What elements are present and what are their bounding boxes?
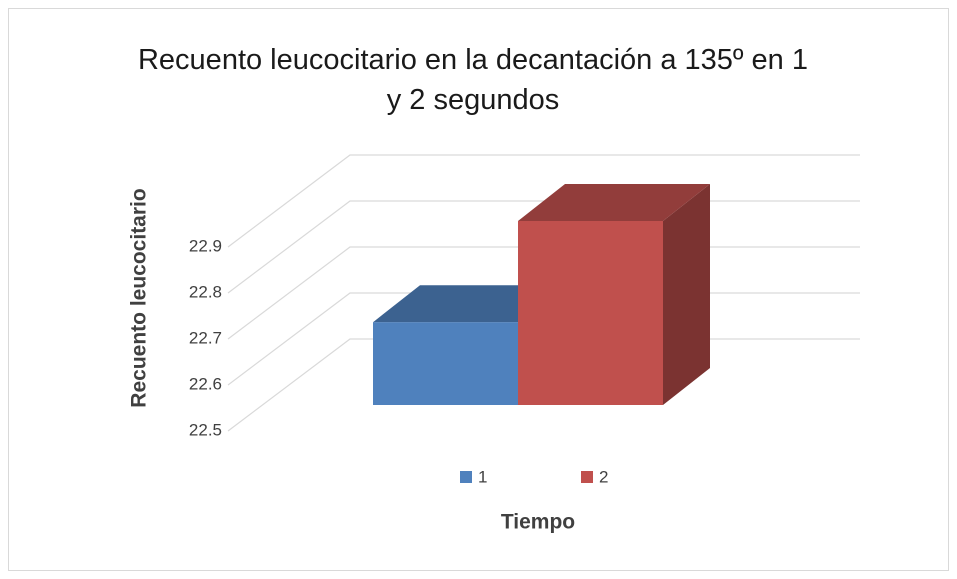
y-tick-label: 22.7 [189,328,222,347]
bar-top [373,285,565,323]
grid-line [227,154,860,248]
y-tick-label: 22.6 [189,374,222,393]
bar [373,322,518,405]
bar-top [518,184,710,221]
chart-title: Recuento leucocitario en la decantación … [137,44,808,116]
x-axis-title: Tiempo [501,511,575,534]
legend-label: 2 [599,467,608,486]
y-tick-label: 22.9 [189,236,222,255]
legend-label: 1 [478,467,487,486]
bar-side [663,184,710,405]
legend-swatch [581,471,593,483]
legend-swatch [460,471,472,483]
bar [518,221,663,405]
y-tick-label: 22.8 [189,282,222,301]
y-axis-title: Recuento leucocitario [128,188,151,407]
y-tick-label: 22.5 [189,420,222,439]
